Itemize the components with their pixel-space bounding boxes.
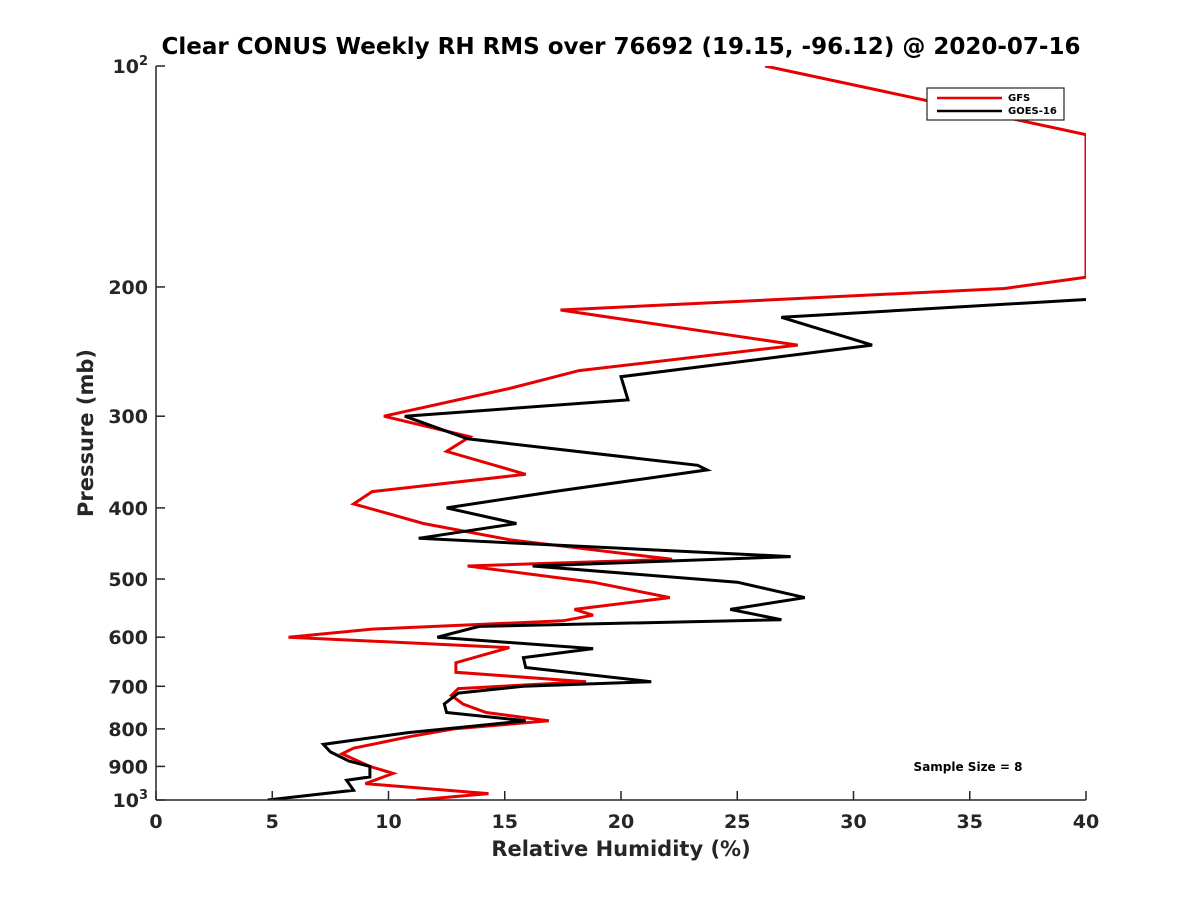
x-tick-label: 25	[724, 811, 750, 833]
x-tick-label: 30	[840, 811, 866, 833]
x-tick-label: 0	[149, 811, 162, 833]
y-ticks: 102 200 300 400 500 600 700 800 900 103	[108, 54, 165, 812]
series-line-gfs	[288, 66, 1086, 800]
y-axis-label: Pressure (mb)	[74, 349, 98, 517]
y-tick-label: 200	[108, 277, 148, 299]
sample-size-annotation: Sample Size = 8	[914, 760, 1023, 774]
y-tick-label: 300	[108, 406, 148, 428]
y-tick-label: 700	[108, 676, 148, 698]
x-tick-label: 40	[1073, 811, 1099, 833]
legend-label-gfs: GFS	[1008, 93, 1030, 104]
legend-label-goes16: GOES-16	[1008, 106, 1057, 117]
plot-area	[156, 66, 1086, 800]
x-tick-label: 20	[608, 811, 634, 833]
series-line-goes16	[267, 298, 1086, 800]
y-tick-label: 103	[113, 788, 149, 812]
y-tick-label: 900	[108, 756, 148, 778]
x-tick-label: 15	[492, 811, 518, 833]
x-axis-label: Relative Humidity (%)	[491, 837, 750, 861]
x-ticks: 0 5 10 15 20 25 30 35 40	[149, 791, 1099, 833]
chart-title: Clear CONUS Weekly RH RMS over 76692 (19…	[162, 34, 1081, 60]
x-tick-label: 10	[375, 811, 401, 833]
y-tick-label: 500	[108, 569, 148, 591]
y-tick-label: 102	[113, 54, 149, 78]
x-tick-label: 35	[957, 811, 983, 833]
legend: GFS GOES-16	[926, 87, 1065, 121]
legend-box	[926, 87, 1065, 121]
y-tick-label: 600	[108, 627, 148, 649]
series-layer	[267, 66, 1086, 800]
y-tick-label: 800	[108, 719, 148, 741]
y-tick-label: 400	[108, 498, 148, 520]
x-tick-label: 5	[266, 811, 279, 833]
